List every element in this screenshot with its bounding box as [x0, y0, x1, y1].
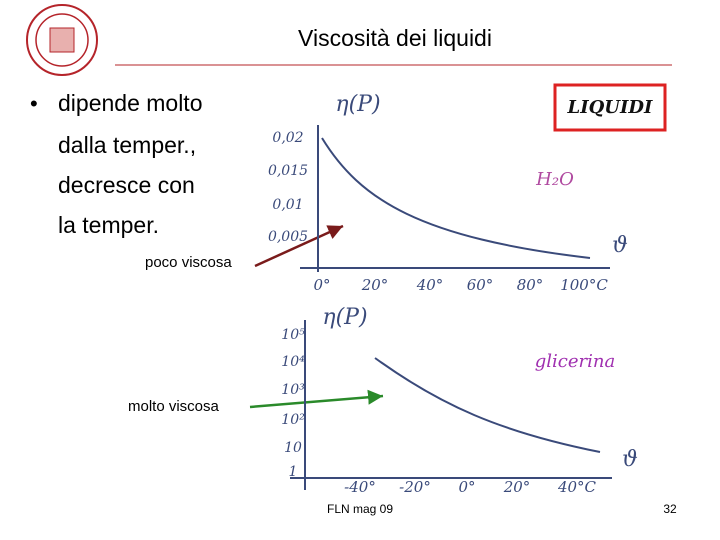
y-tick-label: 0,01	[272, 197, 303, 213]
x-tick-label: 100°C	[560, 276, 608, 294]
note: molto viscosa	[128, 398, 220, 415]
x-tick-label: 60°	[467, 276, 494, 294]
y-tick-label: 0,02	[272, 130, 303, 146]
axis-label: ϑ	[612, 233, 628, 258]
y-tick-label: 10²	[281, 412, 305, 428]
title: Viscosità dei liquidi	[298, 25, 492, 51]
y-tick-label: 10⁵	[281, 327, 305, 343]
x-tick-label: 20°	[503, 478, 531, 496]
y-tick-label: 0,005	[268, 229, 308, 245]
box-label: LIQUIDI	[567, 97, 653, 118]
bullet-line: dipende molto	[58, 90, 203, 116]
curve-tag: glicerina	[535, 351, 615, 372]
label-box	[553, 83, 667, 132]
axis-label: η(P)	[335, 92, 380, 117]
sketch-water	[300, 125, 610, 272]
x-tick-label: 40°	[416, 276, 444, 294]
logo	[26, 4, 98, 76]
x-tick-label: 40°C	[557, 478, 597, 496]
x-tick-label: 0°	[313, 276, 330, 294]
axis-label: ϑ	[622, 447, 638, 472]
y-tick-label: 0,015	[268, 163, 308, 179]
bullet-line: dalla temper.,	[58, 132, 196, 158]
x-tick-label: 0°	[458, 478, 475, 496]
x-tick-label: -20°	[399, 478, 431, 496]
x-tick-label: 80°	[517, 276, 544, 294]
bullet-line: la temper.	[58, 212, 159, 238]
x-tick-label: 20°	[361, 276, 389, 294]
y-tick-label: 1	[289, 464, 298, 480]
x-tick-label: -40°	[344, 478, 376, 496]
arrow	[254, 224, 344, 268]
bullet-dot: •	[30, 91, 38, 116]
page-number: 32	[663, 502, 677, 516]
curve-tag: H₂O	[535, 169, 574, 190]
footer: FLN mag 09	[327, 502, 393, 516]
note: poco viscosa	[145, 254, 232, 271]
y-tick-label: 10	[284, 440, 302, 456]
y-tick-label: 10⁴	[281, 354, 305, 370]
arrow	[249, 389, 384, 409]
y-tick-label: 10³	[281, 382, 305, 398]
bullet-line: decresce con	[58, 172, 195, 198]
sketch-glycerin	[290, 320, 612, 490]
axis-label: η(P)	[322, 305, 367, 330]
